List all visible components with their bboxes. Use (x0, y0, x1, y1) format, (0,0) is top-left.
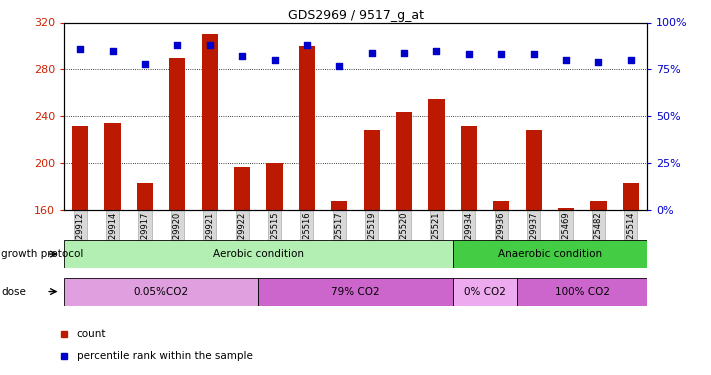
Text: GDS2969 / 9517_g_at: GDS2969 / 9517_g_at (287, 9, 424, 22)
Point (398, 50, 410, 55)
Bar (558, 208, 574, 210)
Bar (590, 201, 606, 210)
Point (333, 63, 345, 69)
Bar (267, 163, 283, 210)
Point (75, 46, 86, 52)
Bar (258, 278, 453, 306)
Bar (363, 130, 380, 210)
Bar (234, 166, 250, 210)
Text: percentile rank within the sample: percentile rank within the sample (77, 351, 252, 361)
Bar (396, 112, 412, 210)
Point (366, 50, 378, 55)
Bar (461, 126, 477, 210)
Bar (453, 278, 518, 306)
Point (269, 57, 280, 63)
Text: growth protocol: growth protocol (1, 249, 84, 259)
Point (107, 48, 118, 54)
Text: 79% CO2: 79% CO2 (331, 286, 380, 297)
Text: 100% CO2: 100% CO2 (555, 286, 610, 297)
Text: 0.05%CO2: 0.05%CO2 (134, 286, 188, 297)
Text: dose: dose (1, 286, 26, 297)
Text: Aerobic condition: Aerobic condition (213, 249, 304, 259)
Bar (64, 240, 453, 268)
Bar (72, 126, 88, 210)
Point (237, 53, 248, 59)
Bar (105, 123, 121, 210)
Text: 0% CO2: 0% CO2 (464, 286, 506, 297)
Point (496, 51, 507, 57)
Point (204, 42, 215, 48)
Bar (493, 201, 509, 210)
Bar (623, 183, 639, 210)
Point (593, 59, 604, 65)
Bar (202, 34, 218, 210)
Point (625, 57, 636, 63)
Bar (453, 240, 647, 268)
Point (139, 61, 151, 67)
Text: Anaerobic condition: Anaerobic condition (498, 249, 602, 259)
Bar (137, 183, 153, 210)
Point (171, 42, 183, 48)
Bar (64, 278, 258, 306)
Bar (331, 201, 348, 210)
Bar (169, 58, 186, 210)
Bar (525, 130, 542, 210)
Bar (518, 278, 647, 306)
Bar (299, 46, 315, 210)
Point (528, 51, 540, 57)
Text: count: count (77, 329, 106, 339)
Point (560, 57, 572, 63)
Point (431, 48, 442, 54)
Bar (428, 99, 444, 210)
Point (301, 42, 313, 48)
Point (463, 51, 474, 57)
